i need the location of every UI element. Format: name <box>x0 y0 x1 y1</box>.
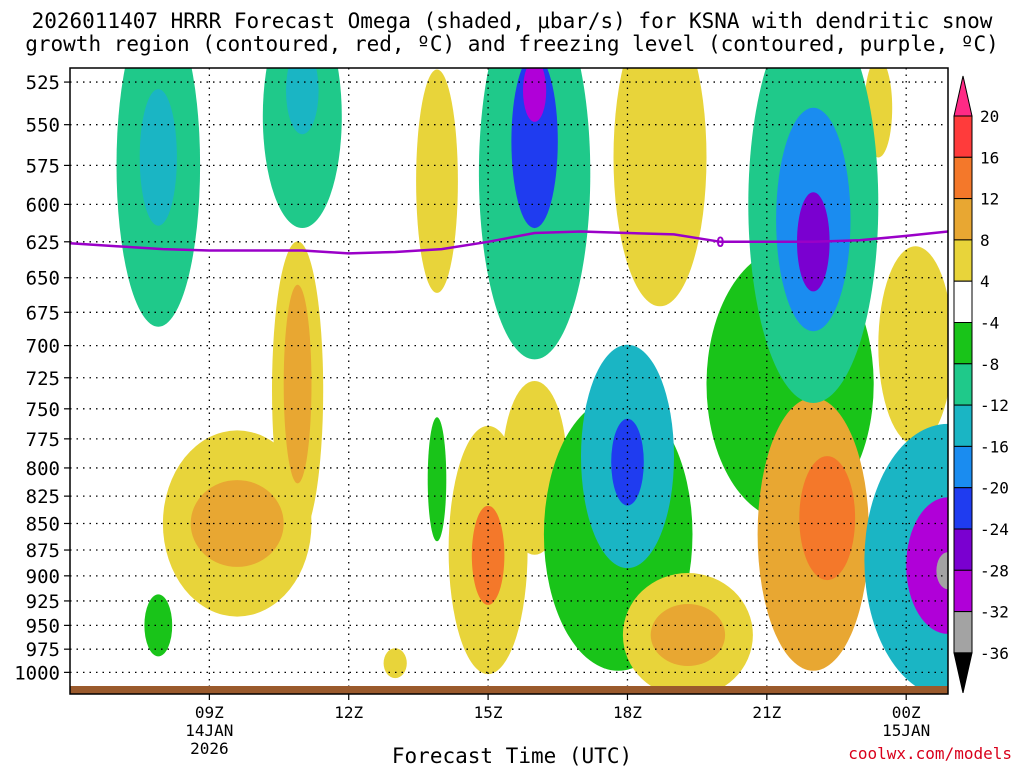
colorbar-label--8: -8 <box>980 355 999 374</box>
x-tick-label-21Z: 21Z <box>752 703 781 722</box>
omega-region-descent-1500-core <box>471 505 505 605</box>
omega-region-ascent-0800-950 <box>144 594 173 657</box>
colorbar-bin-2 <box>953 156 973 200</box>
ground-terrain <box>70 686 948 694</box>
colorbar-bin-3 <box>953 198 973 241</box>
pressure-axis: 525 550 575 600 625 650 675 700 725 750 775 800 825 8… <box>14 72 70 684</box>
colorbar-label--24: -24 <box>980 520 1009 539</box>
freezing-level-line <box>69 230 949 255</box>
y-tick-label-825: 825 <box>26 486 60 508</box>
colorbar-label--12: -12 <box>980 396 1009 415</box>
colorbar-bin-11 <box>953 528 973 571</box>
y-tick-label-550: 550 <box>26 115 60 137</box>
freezing-level-layer: 0 <box>69 230 949 255</box>
x-tick-label-09Z: 09Z <box>195 703 224 722</box>
y-tick-label-525: 525 <box>26 72 60 94</box>
y-tick-label-800: 800 <box>26 458 60 480</box>
colorbar-bin-6 <box>953 322 973 365</box>
colorbar-label-20: 20 <box>980 107 999 126</box>
omega-region-descent-1830-550 <box>613 68 707 307</box>
y-tick-label-950: 950 <box>26 615 60 637</box>
colorbar-bin-13 <box>953 611 973 654</box>
y-tick-label-600: 600 <box>26 194 60 216</box>
colorbar-bin-12 <box>953 569 973 613</box>
y-tick-label-725: 725 <box>26 368 60 390</box>
y-tick-label-625: 625 <box>26 232 60 254</box>
freezing-level-label: 0 <box>716 235 724 251</box>
colorbar-label--36: -36 <box>980 644 1009 663</box>
omega-region-descent-1100-core <box>283 284 312 484</box>
y-tick-label-975: 975 <box>26 639 60 661</box>
omega-region-descent-1400-590 <box>416 69 458 293</box>
x-tick-label-15Z: 15Z <box>474 703 503 722</box>
omega-region-descent-1900-core <box>650 604 726 666</box>
omega-region-ascent-1630-top <box>523 68 547 122</box>
colorbar-label--28: -28 <box>980 561 1009 580</box>
y-tick-label-700: 700 <box>26 336 60 358</box>
y-tick-label-775: 775 <box>26 429 60 451</box>
credit-link[interactable]: coolwx.com/models <box>848 744 1012 763</box>
x-tick-year-09Z: 2026 <box>190 739 229 758</box>
y-tick-label-875: 875 <box>26 540 60 562</box>
omega-region-ascent-1400-800 <box>427 417 447 542</box>
chart-title-line-2: growth region (contoured, red, ºC) and f… <box>25 32 999 56</box>
colorbar-bin-9 <box>953 445 973 489</box>
colorbar-label-16: 16 <box>980 148 999 167</box>
grid-layer <box>70 68 948 686</box>
y-tick-label-1000: 1000 <box>14 662 60 684</box>
x-tick-date-09Z: 14JAN <box>185 721 233 740</box>
colorbar-bin-4 <box>953 239 973 282</box>
colorbar-bin-10 <box>953 487 973 530</box>
y-tick-label-750: 750 <box>26 399 60 421</box>
colorbar-bin-7 <box>953 363 973 406</box>
y-tick-label-675: 675 <box>26 302 60 324</box>
x-axis-label: Forecast Time (UTC) <box>391 744 633 768</box>
colorbar: 20 16 12 8 4 -4 -8 -12 -16 -20 -24 -28 -32 -36 <box>953 75 1009 694</box>
omega-region-descent-0930-core <box>190 480 284 567</box>
omega-region-descent-1300-990 <box>383 648 407 679</box>
plot-frame <box>69 67 949 695</box>
x-tick-date-00Z: 15JAN <box>882 721 930 740</box>
omega-region-ascent-1100-525 <box>262 68 342 228</box>
y-tick-label-900: 900 <box>26 566 60 588</box>
x-tick-label-00Z: 00Z <box>892 703 921 722</box>
x-tick-label-12Z: 12Z <box>334 703 363 722</box>
colorbar-bottom-arrow <box>953 652 973 694</box>
omega-region-ascent-1600-core <box>511 68 558 229</box>
x-tick-label-18Z: 18Z <box>613 703 642 722</box>
omega-region-ascent-1100-core <box>286 68 319 135</box>
omega-region-descent-2200-core <box>799 456 856 581</box>
omega-region-ascent-1800-core <box>611 418 644 506</box>
omega-field-layer <box>116 68 948 686</box>
y-tick-label-650: 650 <box>26 268 60 290</box>
colorbar-label--32: -32 <box>980 603 1009 622</box>
colorbar-label--16: -16 <box>980 437 1009 456</box>
omega-region-ascent-0800-core <box>139 89 177 226</box>
colorbar-label-8: 8 <box>980 231 990 250</box>
chart-title-line-1: 2026011407 HRRR Forecast Omega (shaded, … <box>31 9 993 33</box>
colorbar-label--20: -20 <box>980 479 1009 498</box>
omega-region-ascent-2500-core <box>906 497 948 634</box>
colorbar-bin-8 <box>953 404 973 447</box>
colorbar-label--4: -4 <box>980 314 999 333</box>
y-tick-label-575: 575 <box>26 155 60 177</box>
y-tick-label-850: 850 <box>26 513 60 535</box>
colorbar-top-arrow <box>953 75 973 117</box>
y-tick-label-925: 925 <box>26 591 60 613</box>
colorbar-bin-1 <box>953 115 973 158</box>
colorbar-label-12: 12 <box>980 190 999 209</box>
omega-region-ascent-2500-eye <box>936 552 948 590</box>
colorbar-label-4: 4 <box>980 272 990 291</box>
omega-region-descent-2400-700 <box>878 246 948 445</box>
colorbar-bin-5 <box>953 280 973 324</box>
